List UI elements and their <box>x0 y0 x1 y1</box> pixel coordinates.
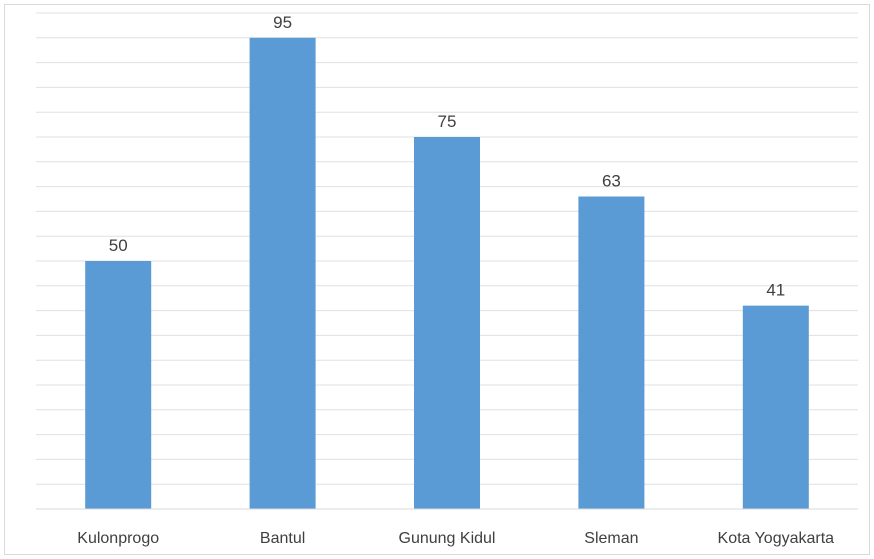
bar <box>414 137 480 509</box>
data-label: 41 <box>766 281 785 300</box>
bars <box>85 37 809 510</box>
bar <box>742 305 809 509</box>
data-labels: 50 95 75 63 41 <box>109 13 786 300</box>
bar <box>249 37 316 510</box>
bar <box>85 261 152 509</box>
data-label: 50 <box>109 236 128 255</box>
category-label: Kulonprogo <box>77 530 159 547</box>
data-label: 63 <box>602 172 621 191</box>
bar <box>578 196 645 509</box>
category-label: Gunung Kidul <box>399 530 496 547</box>
category-label: Sleman <box>584 530 638 547</box>
category-label: Kota Yogyakarta <box>718 530 835 547</box>
category-labels: Kulonprogo Bantul Gunung Kidul Sleman Kota Y… <box>77 530 834 547</box>
data-label: 95 <box>273 13 292 32</box>
category-label: Bantul <box>260 530 305 547</box>
data-label: 75 <box>438 112 457 131</box>
